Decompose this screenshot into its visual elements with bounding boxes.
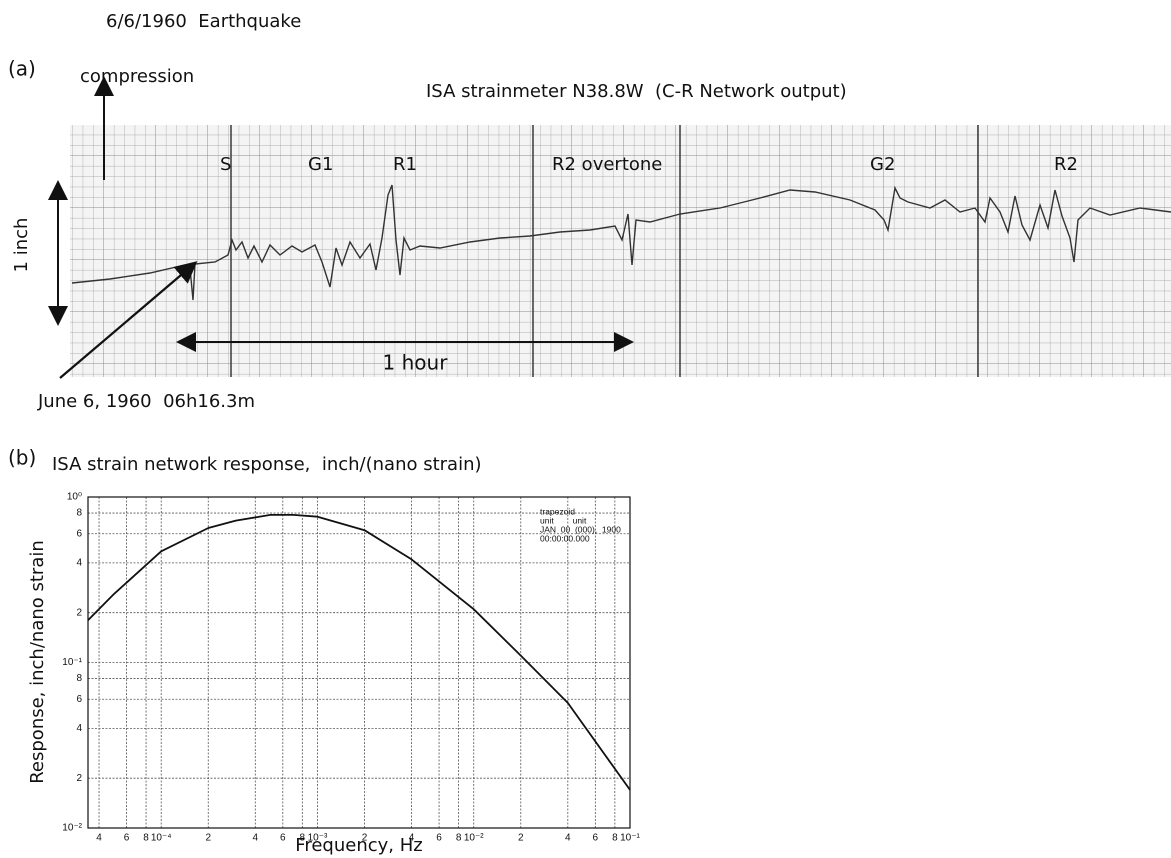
y-tick-label: 2 [76, 607, 82, 618]
y-tick-label: 4 [76, 557, 82, 568]
y-tick-label: 6 [76, 528, 82, 539]
x-tick-label: 4 [565, 833, 571, 844]
y-tick-label: 8 [76, 673, 82, 684]
y-axis-label: Response, inch/nano strain [27, 540, 48, 784]
onset-arrow [59, 261, 198, 379]
y-tick-label: 2 [76, 773, 82, 784]
inch-label: 1 inch [11, 218, 32, 273]
x-tick-label: 2 [518, 833, 524, 844]
record-title: ISA strainmeter N38.8W (C-R Network outp… [426, 81, 847, 102]
plot-frame [87, 496, 631, 829]
phase-label: S [220, 154, 231, 175]
y-tick-label: 6 [76, 694, 82, 705]
hour-label: 1 hour [383, 351, 449, 375]
panel-label: (a) [8, 57, 36, 81]
x-tick-label: 4 [96, 833, 102, 844]
annotation: 00:00:00.000 [540, 533, 590, 543]
x-tick-label: 8 [300, 833, 306, 844]
x-tick-label: 8 [456, 833, 462, 844]
y-tick-label: 4 [76, 723, 82, 734]
x-tick-label: 4 [253, 833, 259, 844]
panel-label: (b) [8, 446, 36, 470]
y-tick-label: 10⁻² [62, 823, 82, 834]
x-tick-label: 6 [124, 833, 130, 844]
x-tick-label: 10⁻¹ [620, 833, 640, 844]
seismogram-trace [71, 184, 1171, 301]
x-tick-label: 6 [280, 833, 286, 844]
x-tick-label: 10⁻³ [308, 833, 328, 844]
header: 6/6/1960 Earthquake [106, 11, 301, 32]
x-tick-label: 4 [409, 833, 415, 844]
y-tick-label: 8 [76, 508, 82, 519]
strip-chart [70, 125, 1171, 377]
phase-label: R2 [1054, 154, 1078, 175]
compression-label: compression [80, 66, 194, 87]
annotation: trapezoid [540, 506, 575, 516]
x-tick-label: 2 [362, 833, 368, 844]
annotation: unit unit [540, 515, 587, 525]
phase-label: G2 [870, 154, 895, 175]
y-tick-label: 10⁰ [67, 492, 82, 503]
x-tick-label: 2 [205, 833, 211, 844]
x-tick-label: 6 [593, 833, 599, 844]
onset-label: June 6, 1960 06h16.3m [37, 391, 255, 412]
phase-label: G1 [308, 154, 333, 175]
x-axis-label: Frequency, Hz [295, 835, 422, 856]
phase-labels: S G1 R1 R2 overtone G2 R2 [220, 154, 1078, 175]
annotation: JAN 00 (000), 1900 [540, 524, 621, 534]
x-tick-label: 10⁻² [464, 833, 484, 844]
response-curve [87, 514, 631, 791]
phase-label: R2 overtone [552, 154, 662, 175]
y-tick-label: 10⁻¹ [62, 657, 82, 668]
phase-label: R1 [393, 154, 417, 175]
x-tick-label: 8 [612, 833, 618, 844]
chart-title: ISA strain network response, inch/(nano … [52, 454, 482, 475]
x-tick-label: 8 [143, 833, 149, 844]
x-tick-label: 6 [436, 833, 442, 844]
plot: 4 6 8 10⁻⁴ 2 4 6 8 10⁻³ 2 4 6 8 10⁻² 2 4 6 8 10⁻¹10⁰864210… [62, 492, 640, 844]
x-tick-label: 10⁻⁴ [151, 833, 172, 844]
